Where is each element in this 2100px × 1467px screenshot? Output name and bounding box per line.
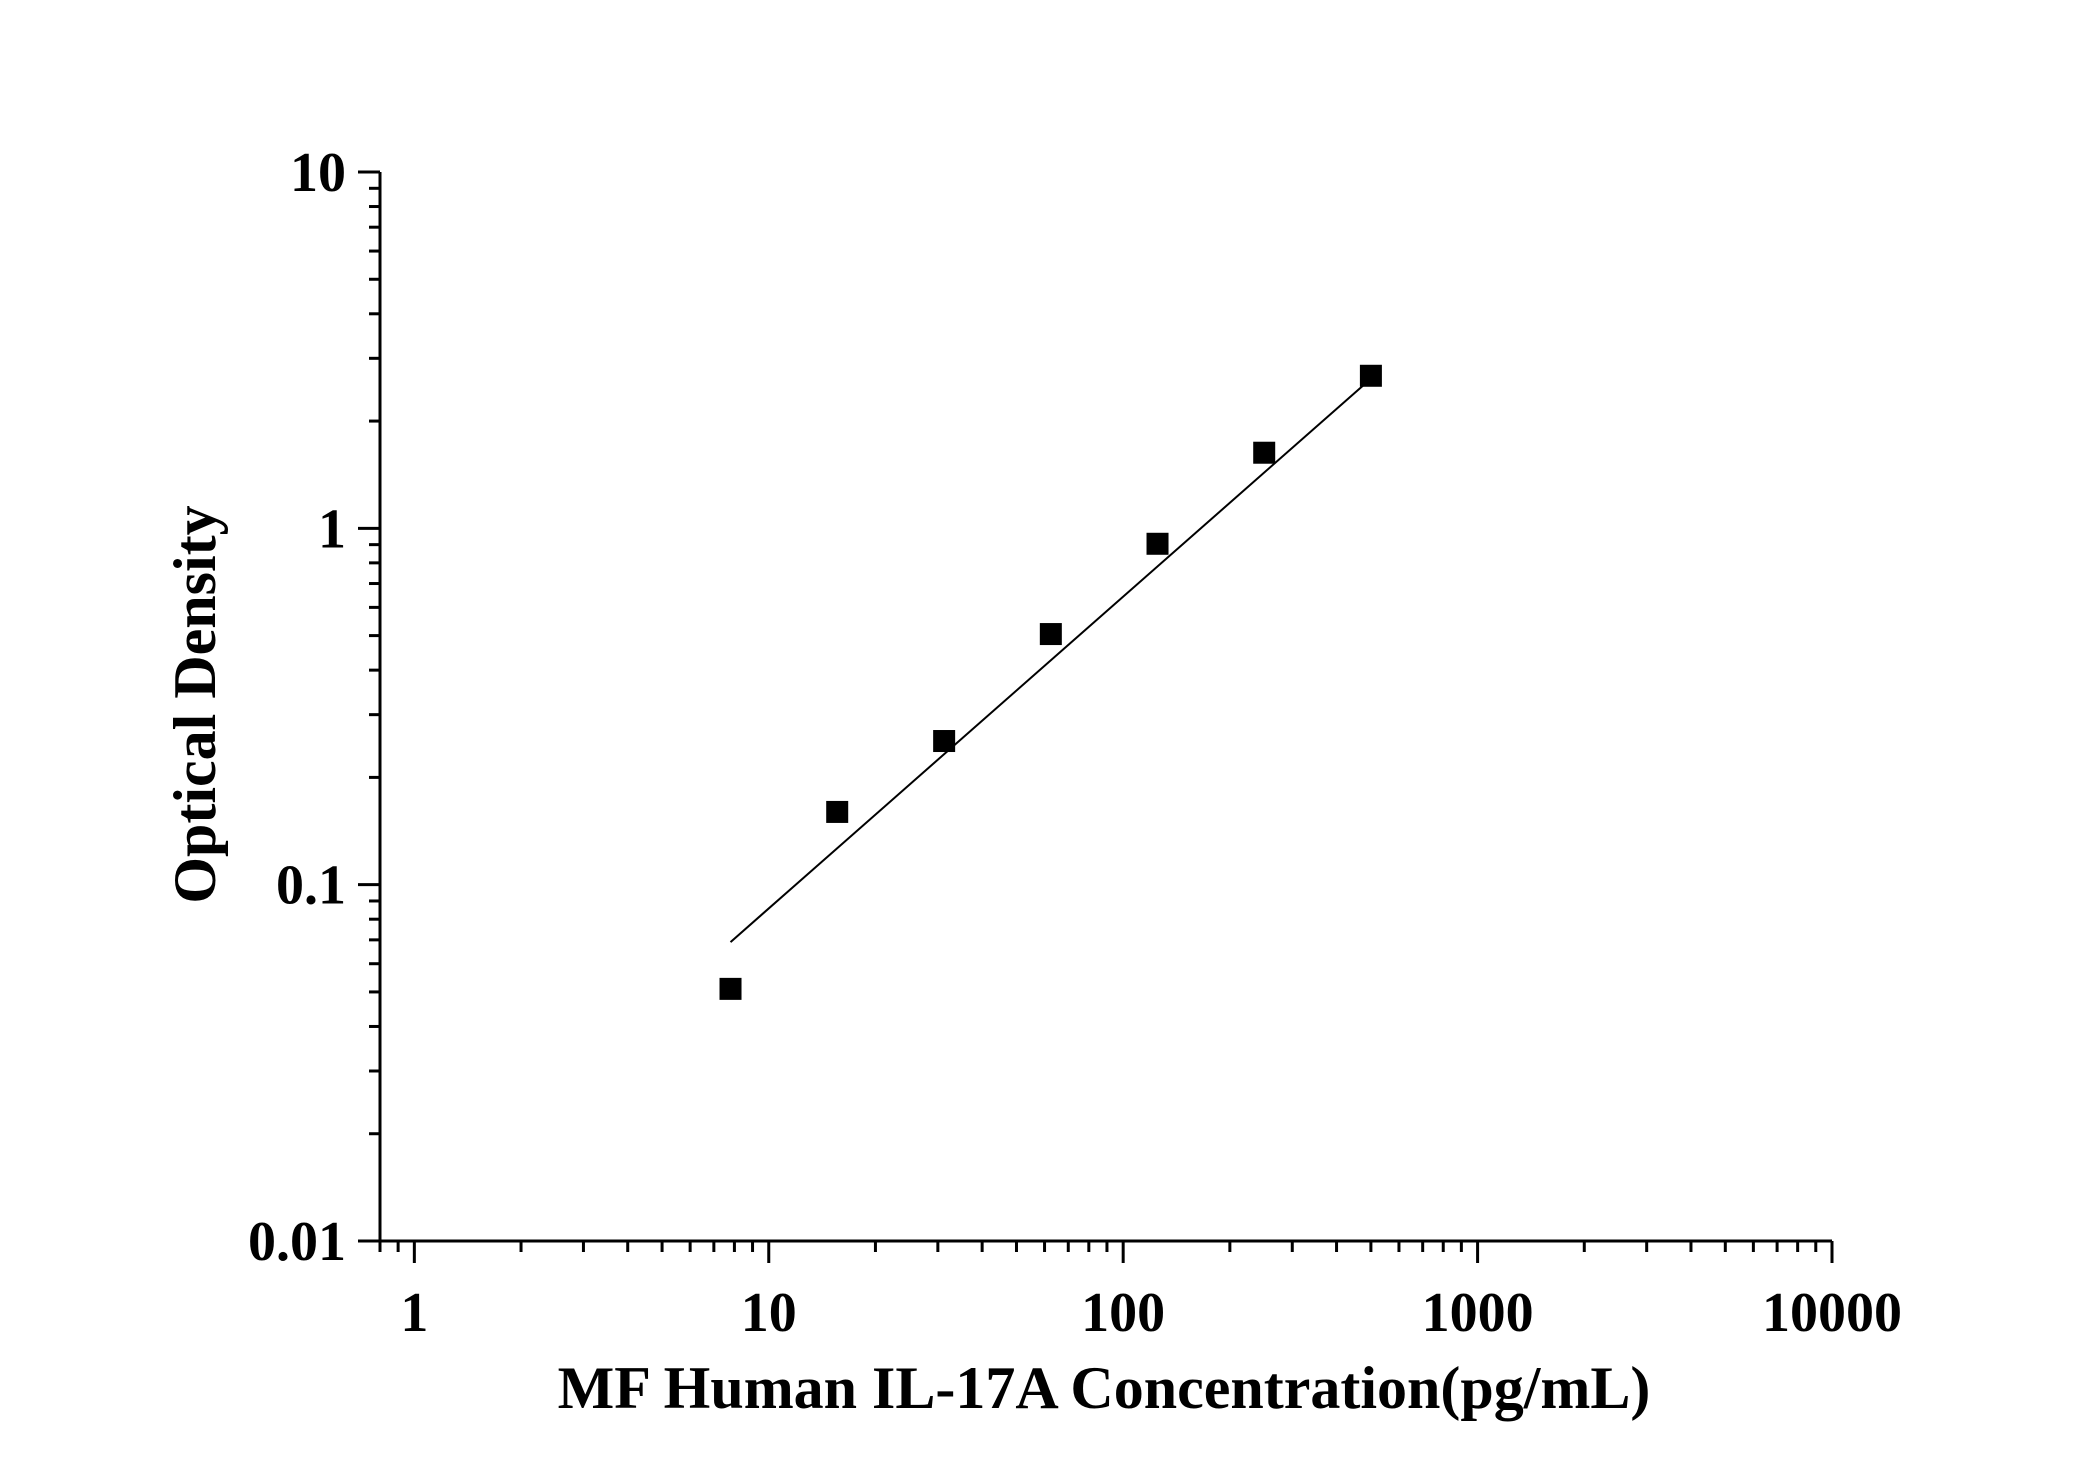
y-axis-title: Optical Density bbox=[162, 505, 228, 903]
y-tick-label: 1 bbox=[318, 498, 346, 560]
y-tick-label: 10 bbox=[290, 142, 346, 204]
x-axis-title: MF Human IL-17A Concentration(pg/mL) bbox=[558, 1355, 1651, 1421]
data-point bbox=[1253, 441, 1276, 464]
x-tick-label: 1000 bbox=[1422, 1282, 1534, 1344]
data-point bbox=[719, 977, 742, 1000]
data-point bbox=[1039, 623, 1062, 646]
y-axis-ticks: 0.01 0.1 1 10 bbox=[248, 142, 380, 1273]
x-tick-label: 1 bbox=[400, 1282, 428, 1344]
data-point bbox=[826, 800, 849, 823]
x-axis-ticks: 1 10 100 1000 10000 bbox=[378, 1241, 1902, 1344]
x-tick-label: 100 bbox=[1081, 1282, 1165, 1344]
data-points bbox=[719, 364, 1382, 1000]
fit-line bbox=[729, 377, 1372, 943]
y-tick-label: 0.1 bbox=[276, 855, 346, 917]
axes bbox=[378, 172, 1832, 1243]
x-tick-label: 10000 bbox=[1762, 1282, 1902, 1344]
data-point bbox=[933, 730, 956, 753]
x-tick-label: 10 bbox=[741, 1282, 797, 1344]
data-point bbox=[1359, 364, 1382, 387]
data-point bbox=[1146, 532, 1169, 555]
y-tick-label: 0.01 bbox=[248, 1211, 346, 1273]
fit-line-layer bbox=[729, 377, 1372, 943]
